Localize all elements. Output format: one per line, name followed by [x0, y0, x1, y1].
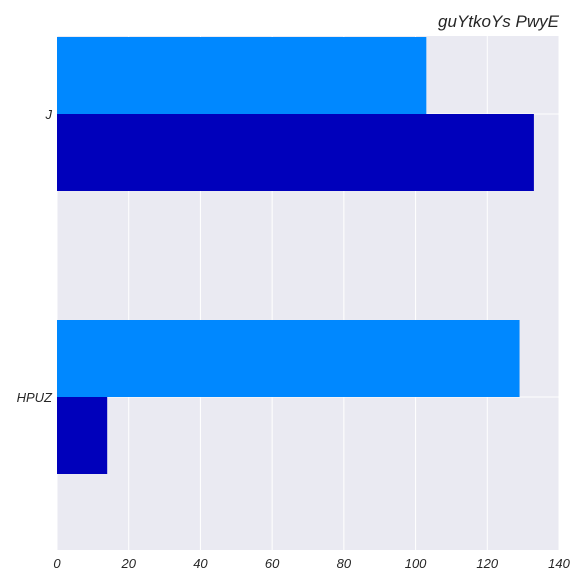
x-axis-ticks: 0 20 40 60 80 100 120 140 — [53, 556, 570, 571]
y-tick-label-HPUZ: HPUZ — [17, 390, 53, 405]
x-tick-label-0: 0 — [53, 556, 61, 571]
y-axis-ticks: J HPUZ — [17, 107, 53, 405]
bar-J-series-1 — [57, 37, 427, 114]
x-tick-label-60: 60 — [265, 556, 280, 571]
x-tick-label-100: 100 — [405, 556, 427, 571]
chart-title: guYtkoYs PwyE — [438, 12, 560, 31]
bar-HPUZ-series-1 — [57, 320, 520, 397]
x-tick-label-80: 80 — [337, 556, 352, 571]
x-tick-label-40: 40 — [193, 556, 208, 571]
bar-HPUZ-series-2 — [57, 397, 108, 474]
x-tick-label-20: 20 — [120, 556, 136, 571]
bar-J-series-2 — [57, 114, 534, 191]
bars — [57, 37, 534, 474]
x-tick-label-140: 140 — [548, 556, 570, 571]
x-tick-label-120: 120 — [476, 556, 498, 571]
y-tick-label-J: J — [45, 107, 53, 122]
